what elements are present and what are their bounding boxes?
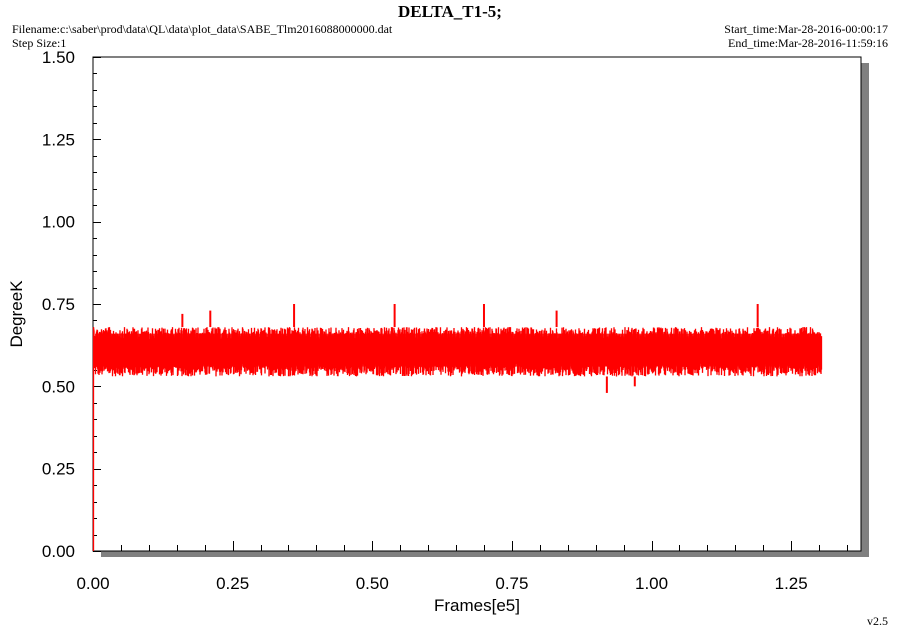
y-tick-label: 1.25 [42, 130, 75, 149]
series-layer [92, 304, 823, 551]
x-tick-label: 0.25 [216, 574, 249, 593]
start-time-label: Start_time:Mar-28-2016-00:00:17 [724, 22, 888, 36]
y-tick-label: 0.00 [42, 542, 75, 561]
y-tick-label: 0.75 [42, 295, 75, 314]
x-tick-label: 1.00 [635, 574, 668, 593]
chart-title: DELTA_T1-5; [398, 2, 502, 21]
filename-label: Filename:c:\saber\prod\data\QL\data\plot… [12, 22, 393, 36]
x-tick-label: 1.25 [775, 574, 808, 593]
x-axis-label: Frames[e5] [434, 596, 520, 615]
y-axis-label: DegreeK [7, 280, 26, 348]
end-time-label: End_time:Mar-28-2016-11:59:16 [728, 36, 888, 50]
y-tick-label: 0.25 [42, 460, 75, 479]
x-tick-label: 0.00 [76, 574, 109, 593]
tick-labels: 0.00 0.25 0.50 0.75 1.00 1.25 1.50 0.00 0.25 0.50… [42, 48, 808, 593]
series-band [95, 333, 820, 367]
x-tick-label: 0.50 [356, 574, 389, 593]
y-tick-label: 1.50 [42, 48, 75, 67]
plot-frame [92, 56, 869, 557]
version-label: v2.5 [867, 614, 888, 628]
y-tick-label: 0.50 [42, 377, 75, 396]
y-tick-label: 1.00 [42, 213, 75, 232]
x-tick-label: 0.75 [495, 574, 528, 593]
plot-area [92, 56, 862, 552]
step-size-label: Step Size:1 [12, 36, 67, 50]
